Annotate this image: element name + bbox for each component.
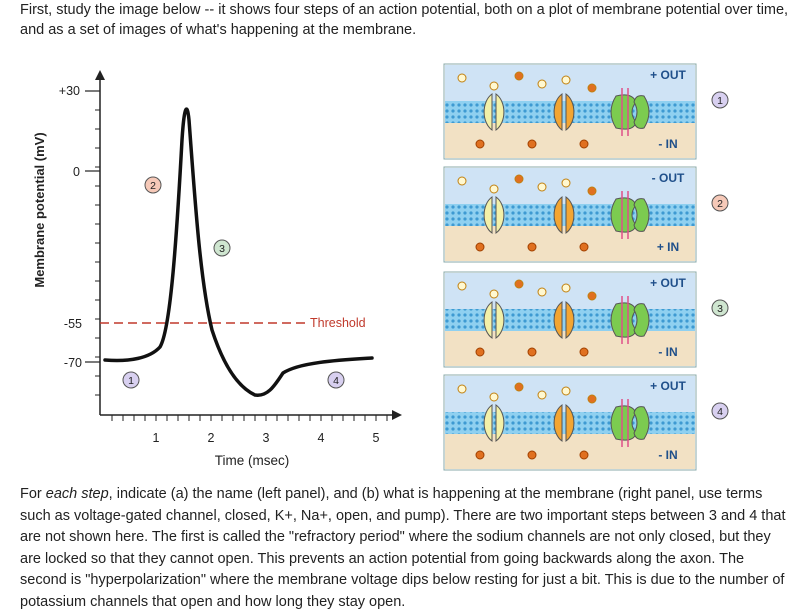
- polarity-bottom-label: - IN: [658, 345, 677, 359]
- x-minor-ticks: [111, 415, 388, 421]
- x-tick-label: 3: [263, 431, 270, 445]
- x-tick-label: 5: [373, 431, 380, 445]
- membrane-panel-3: + OUT - IN: [443, 271, 697, 368]
- x-axis-label: Time (msec): [215, 453, 290, 468]
- y-tick-label: +30: [59, 84, 80, 98]
- polarity-bottom-label: + IN: [657, 240, 679, 254]
- x-tick-label: 4: [318, 431, 325, 445]
- ions: [457, 279, 597, 357]
- pump-boundary: [621, 88, 629, 136]
- extracellular-region: [445, 273, 695, 309]
- sodium-potassium-pump: [610, 94, 650, 130]
- membrane-potential-plot: Membrane potential (mV) +30 0 -55 -70 1 …: [32, 70, 402, 468]
- sodium-potassium-pump: [610, 197, 650, 233]
- y-minor-ticks: [95, 109, 100, 396]
- ions: [457, 71, 597, 149]
- membrane-panel-1: + OUT - IN: [443, 63, 697, 160]
- ions: [457, 382, 597, 460]
- membrane-panel-4: + OUT - IN: [443, 374, 697, 471]
- y-tick-label: 0: [73, 165, 80, 179]
- intro-text: First, study the image below -- it shows…: [20, 2, 789, 38]
- x-tick-label: 1: [153, 431, 160, 445]
- y-axis-label: Membrane potential (mV): [32, 132, 47, 287]
- y-axis-arrow: [95, 70, 105, 80]
- sodium-channel: [483, 93, 505, 131]
- pump-boundary: [621, 296, 629, 344]
- potassium-channel: [553, 93, 575, 131]
- polarity-top-label: + OUT: [650, 276, 686, 290]
- svg-text:1: 1: [128, 375, 134, 387]
- step-marker-3: 3: [213, 239, 231, 257]
- svg-text:2: 2: [717, 198, 723, 210]
- panel-step-badge: 3: [711, 299, 729, 317]
- x-tick-label: 2: [208, 431, 215, 445]
- polarity-bottom-label: - IN: [658, 448, 677, 462]
- sodium-channel: [483, 196, 505, 234]
- svg-text:4: 4: [333, 375, 339, 387]
- svg-text:4: 4: [717, 406, 723, 418]
- polarity-top-label: + OUT: [650, 68, 686, 82]
- intracellular-region: [445, 331, 695, 366]
- action-potential-curve: [103, 107, 374, 397]
- potassium-channel: [553, 301, 575, 339]
- y-tick-label: -55: [64, 317, 82, 331]
- extracellular-region: [445, 376, 695, 412]
- polarity-top-label: + OUT: [650, 379, 686, 393]
- instructions-text: For each step, indicate (a) the name (le…: [20, 484, 790, 613]
- sodium-channel: [483, 404, 505, 442]
- pump-boundary: [621, 191, 629, 239]
- membrane-panels: + OUT - IN 1 - OUT + IN 2 + OUT - IN 3 + OUT - IN 4: [443, 63, 729, 471]
- intracellular-region: [445, 123, 695, 158]
- threshold-label: Threshold: [310, 316, 366, 330]
- membrane-panel-2: - OUT + IN: [443, 166, 697, 263]
- panel-step-badge: 1: [711, 91, 729, 109]
- instructions-emphasis: each step: [45, 486, 109, 502]
- potassium-channel: [553, 196, 575, 234]
- instructions-prefix: For: [20, 486, 46, 502]
- svg-text:3: 3: [717, 303, 723, 315]
- sodium-channel: [483, 301, 505, 339]
- step-marker-4: 4: [327, 371, 345, 389]
- potassium-channel: [553, 404, 575, 442]
- panel-step-badge: 2: [711, 194, 729, 212]
- intracellular-region: [445, 434, 695, 469]
- y-tick-label: -70: [64, 356, 82, 370]
- panel-step-badge: 4: [711, 402, 729, 420]
- step-marker-2: 2: [144, 176, 162, 194]
- ions: [457, 174, 597, 252]
- extracellular-region: [445, 168, 695, 204]
- svg-text:3: 3: [219, 243, 225, 255]
- figure: Membrane potential (mV) +30 0 -55 -70 1 …: [32, 63, 729, 471]
- step-marker-1: 1: [122, 371, 140, 389]
- sodium-potassium-pump: [610, 405, 650, 441]
- extracellular-region: [445, 65, 695, 101]
- sodium-potassium-pump: [610, 302, 650, 338]
- pump-boundary: [621, 399, 629, 447]
- polarity-bottom-label: - IN: [658, 137, 677, 151]
- x-axis-arrow: [392, 410, 402, 420]
- polarity-top-label: - OUT: [652, 171, 685, 185]
- instructions-body: , indicate (a) the name (left panel), an…: [20, 486, 786, 610]
- svg-text:1: 1: [717, 95, 723, 107]
- svg-text:2: 2: [150, 180, 156, 192]
- intracellular-region: [445, 226, 695, 261]
